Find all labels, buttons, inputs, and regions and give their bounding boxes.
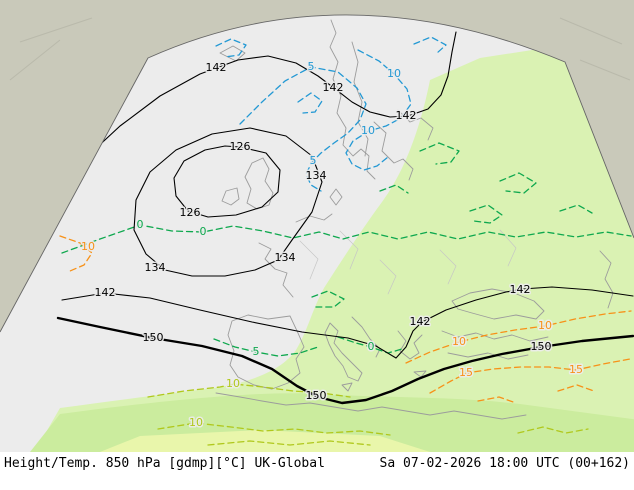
temp-labels-green: 0 0 5 0 bbox=[135, 217, 376, 360]
height-label: 142 bbox=[396, 109, 417, 122]
height-label: 150 bbox=[531, 340, 552, 353]
height-contour-150-south bbox=[56, 316, 634, 405]
corner-map-hint-lines bbox=[9, 17, 631, 81]
weather-map: 142 142 142 126 134 126 134 134 142 142 … bbox=[0, 0, 634, 452]
caption-bar: Height/Temp. 850 hPa [gdmp][°C] UK-Globa… bbox=[0, 452, 634, 490]
temp-label: 10 bbox=[452, 335, 466, 348]
temp-contours-green bbox=[61, 142, 632, 357]
temp-label: 10 bbox=[81, 240, 95, 253]
height-contours bbox=[56, 31, 634, 405]
temp-labels-cyan: 5 10 10 5 bbox=[306, 59, 403, 169]
height-contour-142-north bbox=[77, 31, 457, 166]
temp-label: 5 bbox=[310, 154, 317, 167]
temp-label: 0 bbox=[137, 218, 144, 231]
height-label: 126 bbox=[230, 140, 251, 153]
temp-label: 10 bbox=[189, 416, 203, 429]
temp-label: 5 bbox=[253, 345, 260, 358]
caption-parameter: Height/Temp. 850 hPa [gdmp][°C] UK-Globa… bbox=[4, 456, 325, 471]
projection-fan-outline bbox=[0, 14, 634, 333]
temp-labels-yellowgreen: 10 10 bbox=[188, 376, 242, 431]
height-contour-126-loop bbox=[173, 145, 281, 218]
height-label: 150 bbox=[143, 331, 164, 344]
height-label: 134 bbox=[306, 169, 327, 182]
temp-label: 5 bbox=[308, 60, 315, 73]
temp-contours-orange bbox=[59, 235, 632, 404]
height-contour-142-mid bbox=[61, 286, 634, 359]
height-label: 134 bbox=[275, 251, 296, 264]
temp-label: 15 bbox=[459, 366, 473, 379]
warm-region-yellow-strip bbox=[100, 430, 430, 452]
country-borders bbox=[299, 229, 517, 295]
height-contour-labels: 142 142 142 126 134 126 134 134 142 142 … bbox=[93, 60, 553, 404]
temp-label: 10 bbox=[361, 124, 375, 137]
height-label: 142 bbox=[410, 315, 431, 328]
temp-contours-cyan bbox=[215, 36, 447, 192]
height-label: 142 bbox=[95, 286, 116, 299]
temp-label: 10 bbox=[387, 67, 401, 80]
height-label: 142 bbox=[510, 283, 531, 296]
height-label: 150 bbox=[306, 389, 327, 402]
coastlines bbox=[215, 19, 614, 420]
caption-datetime: Sa 07-02-2026 18:00 UTC (00+162) bbox=[379, 456, 630, 471]
temp-label: 15 bbox=[569, 363, 583, 376]
height-label: 126 bbox=[180, 206, 201, 219]
temp-label: 0 bbox=[200, 225, 207, 238]
height-label: 142 bbox=[323, 81, 344, 94]
temp-label: 10 bbox=[538, 319, 552, 332]
height-contour-134-loop bbox=[133, 127, 323, 277]
temp-label: 10 bbox=[226, 377, 240, 390]
temp-label: 0 bbox=[368, 340, 375, 353]
temp-labels-orange: 10 10 15 15 10 bbox=[80, 239, 585, 381]
height-label: 142 bbox=[206, 61, 227, 74]
height-label: 134 bbox=[145, 261, 166, 274]
temp-contours-yellowgreen bbox=[147, 383, 589, 446]
